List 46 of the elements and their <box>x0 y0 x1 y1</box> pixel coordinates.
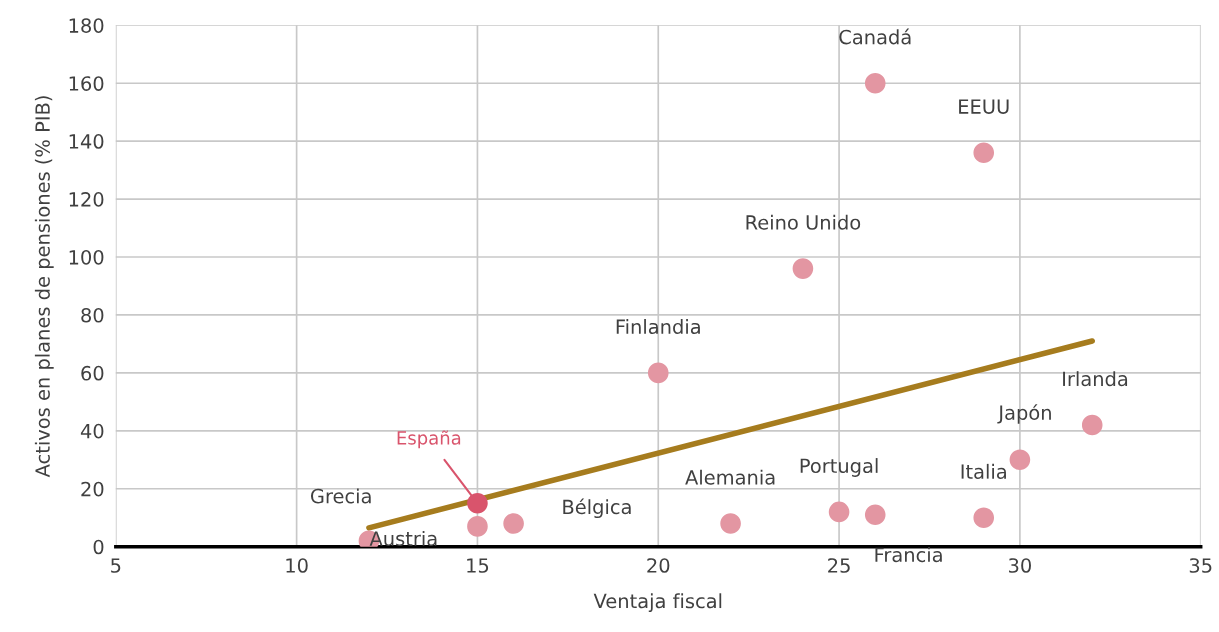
y-tick-label: 0 <box>93 539 104 555</box>
annotation: Reino Unido <box>746 214 861 230</box>
x-tick-label: 25 <box>828 558 850 573</box>
y-tick-label: 180 <box>69 18 104 33</box>
y-axis-title: Activos en planes de pensiones (% PIB) <box>34 96 54 478</box>
point <box>792 258 814 279</box>
point <box>973 507 995 529</box>
point <box>647 362 669 384</box>
point <box>1009 449 1031 471</box>
x-tick-label: 5 <box>111 558 121 573</box>
y-tick-label: 40 <box>80 423 104 439</box>
x-axis-title: Ventaja fiscal <box>593 593 722 613</box>
point <box>864 72 886 94</box>
x-tick-label: 10 <box>286 558 308 573</box>
annotation: Austria <box>369 530 437 546</box>
point <box>973 142 995 164</box>
annotation: Alemania <box>685 469 775 485</box>
text: España <box>397 430 461 449</box>
point <box>720 513 741 534</box>
annotation: Bélgica <box>563 498 631 519</box>
annotation: Portugal <box>800 458 878 477</box>
annotation: Canadá <box>839 28 911 45</box>
y-tick-label: 140 <box>69 134 104 149</box>
point <box>503 513 524 534</box>
point <box>467 516 488 537</box>
annotation: Francia <box>875 547 942 563</box>
y-tick-label: 80 <box>81 307 104 323</box>
point <box>467 492 488 514</box>
annotation: Finlandia <box>616 319 700 335</box>
y-tick-label: 100 <box>69 249 104 265</box>
annotation: Grecia <box>310 488 371 504</box>
x-tick-label: 15 <box>467 558 489 573</box>
x-tick-label: 35 <box>1189 558 1212 573</box>
y-tick-label: 120 <box>69 192 104 207</box>
annotation: Italia <box>961 463 1006 479</box>
point <box>1081 414 1103 436</box>
x-tick-label: 20 <box>647 558 670 573</box>
point <box>864 504 886 526</box>
x-tick-label: 30 <box>1009 558 1031 573</box>
y-tick-label: 160 <box>69 76 104 91</box>
y-tick-label: 60 <box>81 365 104 381</box>
annotation: Japón <box>997 404 1051 424</box>
point <box>828 501 850 523</box>
y-tick-label: 20 <box>81 481 104 497</box>
annotation: Irlanda <box>1063 371 1128 387</box>
annotation: EEUU <box>959 99 1009 114</box>
